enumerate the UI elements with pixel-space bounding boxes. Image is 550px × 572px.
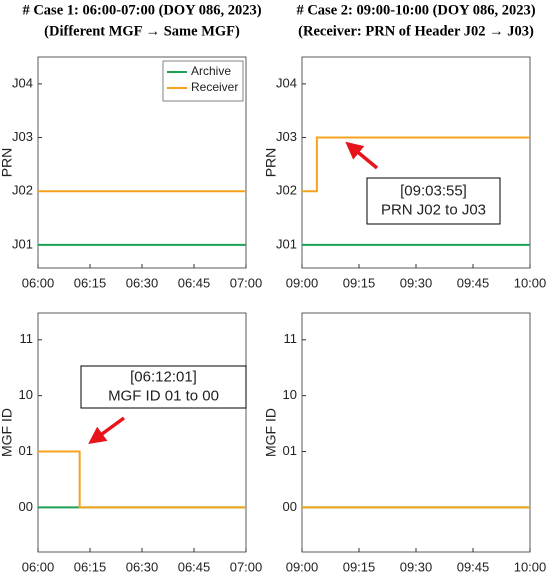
x-tick-label: 06:15 (74, 559, 107, 572)
annotation: [09:03:55] PRN J02 to J03 (345, 141, 501, 225)
y-tick-label: J04 (276, 75, 297, 90)
y-tick-label: J03 (276, 129, 297, 144)
y-tick-label: J01 (12, 236, 33, 251)
series-line (38, 450, 246, 509)
y-axis-label: PRN (263, 148, 279, 178)
annotation-text: MGF ID 01 to 00 (108, 387, 219, 404)
y-tick-label: J02 (12, 183, 33, 198)
y-axis-label: MGF ID (0, 408, 15, 457)
y-tick-label: 11 (20, 331, 34, 346)
y-tick-label: 01 (19, 443, 33, 458)
annotation-text: PRN J02 to J03 (381, 201, 486, 218)
series-line (302, 136, 530, 193)
plot-area (301, 56, 531, 269)
x-tick-label: 06:15 (74, 275, 107, 290)
x-tick-label: 07:00 (230, 559, 263, 572)
x-tick-label: 09:45 (457, 559, 490, 572)
y-tick-label: 10 (19, 387, 33, 402)
plot-area (301, 312, 531, 553)
y-axis-label: MGF ID (263, 408, 279, 457)
x-tick-label: 09:30 (400, 559, 433, 572)
annotation: [06:12:01] MGF ID 01 to 00 (80, 365, 247, 445)
y-tick-label: 01 (283, 443, 297, 458)
annotation-text: [09:03:55] (400, 182, 467, 199)
x-tick-label: 09:15 (343, 275, 376, 290)
x-tick-label: 10:00 (514, 559, 547, 572)
legend-label: Archive (191, 64, 231, 78)
annotation-arrow (88, 416, 126, 445)
chart-title: # Case 1: 06:00-07:00 (DOY 086, 2023) (22, 2, 261, 18)
plot-area (37, 312, 247, 553)
x-tick-label: 06:30 (126, 275, 159, 290)
axes: # Case 2: 09:00-10:00 (DOY 086, 2023) (Re… (263, 2, 547, 290)
x-tick-label: 06:00 (22, 275, 55, 290)
x-tick-label: 07:00 (230, 275, 263, 290)
annotation-arrow (345, 141, 379, 170)
legend-box (162, 60, 244, 102)
x-tick-label: 09:45 (457, 275, 490, 290)
annotation-text: [06:12:01] (130, 368, 197, 385)
y-axis-label: PRN (0, 148, 15, 178)
x-tick-label: 09:30 (400, 275, 433, 290)
y-tick-label: 11 (284, 331, 298, 346)
axes: # Case 1: 06:00-07:00 (DOY 086, 2023) (Di… (0, 2, 262, 290)
chart-subtitle: (Receiver: PRN of Header J02 → J03) (298, 23, 534, 39)
x-tick-label: 10:00 (514, 275, 547, 290)
y-tick-label: J04 (12, 75, 33, 90)
x-tick-label: 09:15 (343, 559, 376, 572)
x-tick-label: 06:30 (126, 559, 159, 572)
y-tick-label: 00 (283, 499, 297, 514)
y-tick-label: J01 (276, 236, 297, 251)
chart-title: # Case 2: 09:00-10:00 (DOY 086, 2023) (296, 2, 535, 18)
chart-subtitle: (Different MGF → Same MGF) (44, 23, 240, 39)
y-tick-label: 10 (283, 387, 297, 402)
y-tick-label: 00 (19, 499, 33, 514)
x-tick-label: 09:00 (286, 275, 319, 290)
x-tick-label: 06:45 (178, 559, 211, 572)
annotation-box (366, 177, 501, 225)
legend-label: Receiver (191, 80, 238, 94)
y-tick-label: J02 (276, 183, 297, 198)
x-tick-label: 06:00 (22, 559, 55, 572)
annotation-box (80, 365, 247, 409)
legend: Archive Receiver (162, 60, 244, 102)
x-tick-label: 09:00 (286, 559, 319, 572)
y-tick-label: J03 (12, 129, 33, 144)
x-tick-label: 06:45 (178, 275, 211, 290)
